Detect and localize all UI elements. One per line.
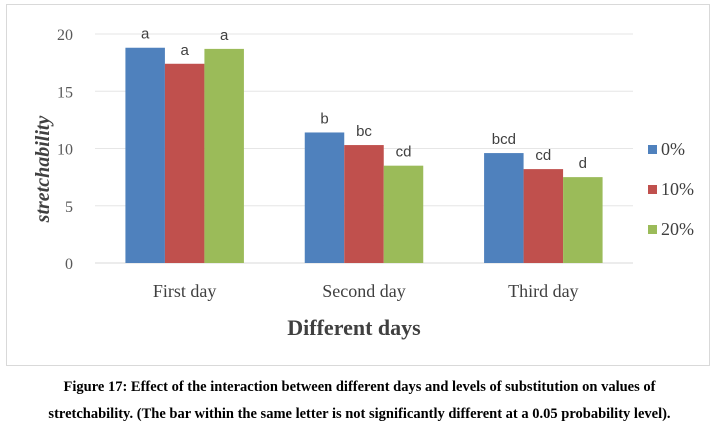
legend-label: 20%: [661, 219, 694, 239]
y-tick-label: 15: [57, 84, 73, 101]
bar: [125, 47, 165, 263]
y-tick-label: 10: [57, 142, 73, 159]
legend-label: 10%: [661, 179, 694, 199]
x-tick-label: Third day: [508, 281, 578, 301]
bar: [344, 145, 384, 263]
bar-data-label: a: [180, 42, 189, 59]
bar-data-label: bc: [356, 123, 372, 140]
bar: [304, 132, 345, 263]
bar-data-label: cd: [535, 147, 551, 164]
bar-data-label: d: [579, 155, 587, 172]
bar-data-label: a: [141, 26, 150, 43]
bar-data-label: cd: [396, 144, 412, 161]
caption-line-2: stretchability. (The bar within the same…: [48, 406, 671, 422]
y-tick-label: 5: [65, 199, 73, 216]
x-axis-label: Different days: [287, 315, 421, 340]
bar-data-label: a: [220, 27, 229, 44]
y-tick-label: 0: [65, 256, 73, 273]
legend-swatch: [648, 185, 657, 194]
chart-frame: 0 5 10 15 20 a a a b bc cd bcd cd d First day Second …: [6, 4, 710, 366]
x-tick-label: First day: [153, 281, 217, 301]
bar: [523, 169, 564, 263]
y-axis-label: stretchability: [32, 116, 54, 224]
bar-chart: 0 5 10 15 20 a a a b bc cd bcd cd d First day Second …: [32, 26, 694, 340]
bar: [563, 177, 603, 263]
bar-data-label: b: [320, 110, 328, 127]
legend-label: 0%: [661, 139, 685, 159]
bar: [204, 48, 244, 264]
bar-data-label: bcd: [492, 131, 516, 148]
legend-swatch: [648, 145, 657, 154]
figure-caption: Figure 17: Effect of the interaction bet…: [0, 374, 719, 428]
bar: [383, 165, 424, 263]
legend-swatch: [648, 225, 657, 234]
bar: [484, 153, 524, 263]
caption-line-1: Figure 17: Effect of the interaction bet…: [63, 379, 656, 395]
x-tick-label: Second day: [322, 281, 405, 301]
y-tick-label: 20: [57, 27, 73, 44]
bar: [164, 63, 205, 263]
